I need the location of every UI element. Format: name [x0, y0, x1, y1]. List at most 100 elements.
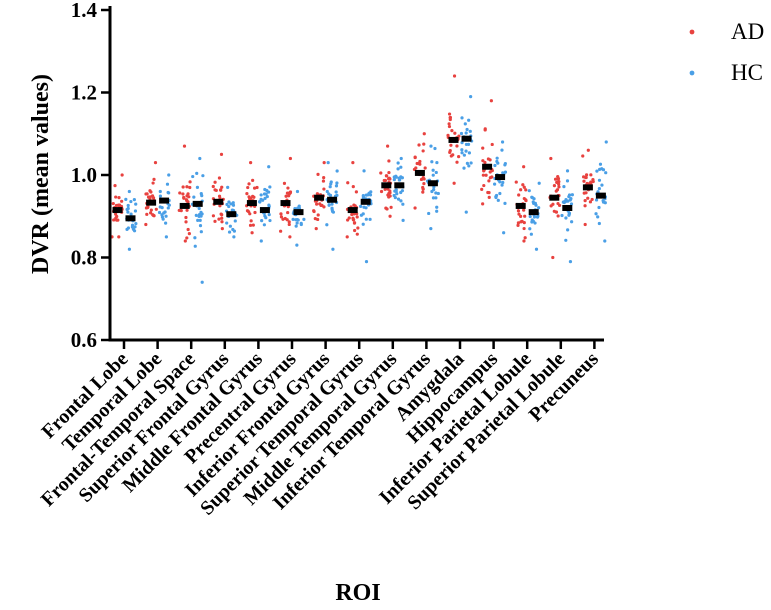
data-point-ad: [354, 190, 358, 194]
data-point-hc: [498, 191, 502, 196]
data-point-hc: [133, 209, 138, 213]
data-point-hc: [600, 183, 604, 187]
mean-marker-ad: [314, 194, 325, 201]
data-point-ad: [584, 173, 589, 177]
data-point-ad: [350, 212, 354, 217]
mean-marker-hc: [595, 192, 606, 199]
data-point-ad: [388, 177, 392, 181]
data-point-hc: [394, 174, 398, 178]
data-point-hc: [362, 169, 366, 173]
data-point-ad: [382, 178, 386, 183]
data-point-ad: [449, 154, 453, 158]
data-point-hc: [594, 212, 598, 216]
data-point-ad: [114, 195, 118, 199]
data-point-hc: [134, 222, 138, 226]
data-point-ad: [422, 182, 426, 186]
data-point-hc: [431, 196, 436, 200]
data-point-ad: [315, 192, 319, 196]
data-point-ad: [484, 173, 488, 177]
data-point-ad: [185, 208, 189, 212]
data-point-ad: [379, 171, 383, 175]
data-point-hc: [166, 190, 170, 195]
data-point-hc: [604, 171, 608, 175]
data-point-ad: [220, 185, 224, 189]
data-point-hc: [226, 185, 230, 189]
data-point-hc: [302, 217, 306, 222]
data-point-hc: [265, 194, 269, 199]
data-point-hc: [335, 169, 339, 173]
data-point-ad: [351, 185, 355, 189]
data-point-hc: [331, 247, 335, 251]
data-point-hc: [467, 164, 471, 168]
data-point-hc: [469, 161, 473, 165]
data-point-hc: [268, 185, 272, 189]
data-point-hc: [366, 193, 370, 197]
data-point-hc: [299, 221, 303, 225]
data-point-ad: [183, 239, 187, 243]
legend: AD HC: [689, 19, 764, 85]
data-point-hc: [604, 140, 608, 144]
data-point-hc: [369, 190, 373, 194]
data-point-hc: [196, 218, 200, 222]
data-point-hc: [195, 185, 200, 189]
data-point-ad: [480, 187, 484, 191]
data-point-hc: [327, 203, 331, 207]
data-point-hc: [431, 173, 435, 177]
data-point-hc: [595, 169, 599, 173]
data-point-ad: [182, 196, 186, 200]
data-point-ad: [316, 213, 320, 217]
data-point-hc: [335, 181, 339, 185]
data-point-hc: [163, 210, 167, 214]
data-point-ad: [184, 220, 188, 224]
data-point-ad: [255, 185, 259, 190]
data-point-hc: [565, 179, 570, 183]
data-point-hc: [164, 235, 168, 239]
mean-markers-layer: [112, 135, 606, 222]
data-point-hc: [433, 146, 437, 151]
data-point-ad: [481, 173, 485, 177]
data-point-hc: [567, 195, 571, 199]
data-point-hc: [464, 149, 468, 153]
data-point-hc: [460, 148, 464, 152]
data-point-hc: [328, 185, 332, 189]
data-point-hc: [295, 221, 299, 225]
data-point-ad: [488, 158, 492, 162]
data-point-hc: [503, 161, 507, 166]
data-point-hc: [495, 156, 499, 160]
data-point-ad: [490, 175, 494, 179]
data-point-ad: [151, 196, 156, 200]
mean-marker-hc: [495, 174, 506, 181]
data-point-hc: [133, 225, 137, 229]
data-point-hc: [132, 198, 136, 202]
data-point-ad: [386, 144, 390, 148]
data-point-hc: [537, 181, 541, 185]
data-point-hc: [436, 191, 440, 196]
data-point-ad: [549, 156, 553, 161]
data-point-ad: [481, 146, 485, 150]
mean-marker-hc: [360, 198, 371, 205]
data-point-ad: [117, 235, 121, 239]
data-point-ad: [582, 175, 586, 179]
data-point-hc: [296, 206, 300, 210]
data-point-hc: [562, 185, 566, 189]
data-point-ad: [387, 170, 391, 175]
data-point-ad: [220, 227, 224, 231]
data-point-hc: [601, 168, 606, 172]
data-point-ad: [422, 142, 426, 146]
data-point-ad: [214, 188, 218, 193]
mean-marker-hc: [562, 205, 573, 211]
data-point-hc: [399, 199, 403, 203]
data-point-hc: [227, 230, 232, 234]
data-point-hc: [501, 180, 505, 185]
data-point-ad: [113, 184, 117, 188]
data-point-ad: [483, 160, 487, 165]
data-point-ad: [248, 212, 252, 216]
data-point-hc: [434, 191, 438, 195]
data-point-hc: [500, 148, 504, 152]
data-point-ad: [523, 236, 527, 240]
mean-marker-ad: [448, 136, 459, 143]
data-point-hc: [493, 163, 497, 168]
data-point-hc: [129, 212, 133, 216]
data-point-hc: [167, 173, 171, 177]
